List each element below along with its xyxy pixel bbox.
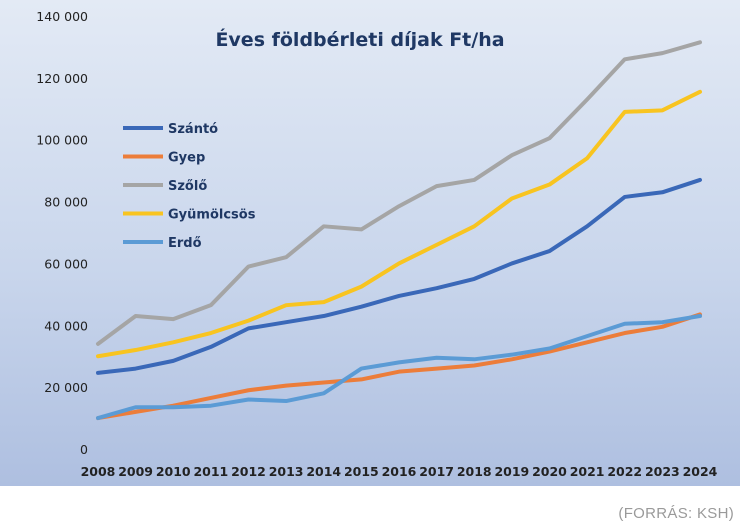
x-tick-label: 2013 [269, 464, 304, 479]
x-tick-label: 2022 [607, 464, 642, 479]
chart-panel: Éves földbérleti díjak Ft/ha 0 20 000 40 0… [0, 0, 740, 486]
y-tick-label: 140 000 [36, 9, 88, 24]
y-tick-label: 20 000 [44, 380, 88, 395]
legend-label: Erdő [168, 236, 202, 251]
line-chart: Éves földbérleti díjak Ft/ha 0 20 000 40 0… [36, 9, 718, 479]
x-tick-label: 2021 [570, 464, 605, 479]
legend-label: Gyep [168, 151, 205, 166]
x-tick-label: 2016 [382, 464, 417, 479]
source-note: (FORRÁS: KSH) [618, 505, 734, 522]
x-tick-label: 2019 [494, 464, 529, 479]
series-line-1 [96, 312, 702, 421]
x-tick-label: 2024 [683, 464, 718, 479]
x-tick-label: 2014 [306, 464, 341, 479]
x-tick-label: 2009 [118, 464, 153, 479]
legend-label: Szántó [168, 122, 218, 137]
y-tick-label: 100 000 [36, 133, 88, 148]
y-tick-label: 0 [80, 442, 88, 457]
x-tick-label: 2008 [81, 464, 116, 479]
y-tick-label: 60 000 [44, 256, 88, 271]
y-tick-label: 80 000 [44, 195, 88, 210]
series-line-3 [96, 89, 702, 359]
x-tick-label: 2017 [419, 464, 454, 479]
x-tick-label: 2023 [645, 464, 680, 479]
x-tick-label: 2011 [193, 464, 228, 479]
series-line-0 [96, 177, 702, 375]
series-line-4 [96, 314, 702, 421]
series-line-2 [96, 40, 702, 346]
legend-label: Szőlő [168, 179, 207, 194]
legend-label: Gyümölcsös [168, 208, 256, 223]
x-tick-label: 2015 [344, 464, 379, 479]
chart-title: Éves földbérleti díjak Ft/ha [215, 28, 504, 51]
x-tick-label: 2010 [156, 464, 191, 479]
y-tick-label: 40 000 [44, 318, 88, 333]
x-tick-label: 2020 [532, 464, 567, 479]
x-tick-label: 2018 [457, 464, 492, 479]
x-tick-label: 2012 [231, 464, 266, 479]
y-tick-label: 120 000 [36, 71, 88, 86]
